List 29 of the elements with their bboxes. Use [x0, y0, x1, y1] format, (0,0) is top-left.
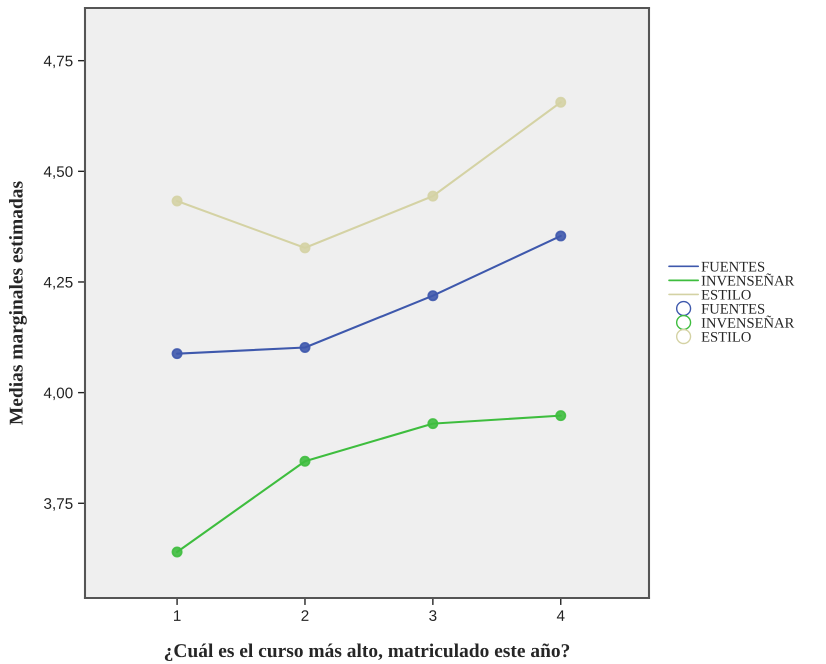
y-tick-label: 4,50 [44, 166, 73, 179]
point [172, 546, 183, 558]
point [172, 348, 183, 360]
legend-label: ESTILO [702, 290, 751, 300]
point [427, 290, 438, 302]
point [299, 456, 310, 467]
point [427, 418, 438, 430]
y-tick-label: 3,75 [44, 498, 73, 511]
y-axis-title: Medias marginales estimadas [9, 181, 27, 425]
y-tick-label: 4,25 [44, 276, 73, 290]
point [299, 242, 310, 254]
point [172, 195, 183, 206]
point [299, 342, 310, 353]
text: ESTILO [702, 332, 751, 342]
x-tick-label: 4 [556, 610, 565, 621]
x-axis-title: ¿Cuál es el curso más alto, matriculado este año? [164, 643, 570, 662]
point [555, 96, 566, 108]
x-tick-label: 2 [301, 610, 308, 621]
text: INVENSEÑAR [702, 273, 794, 286]
text: FUENTES [702, 304, 764, 314]
legend-label: FUENTES [702, 262, 764, 272]
point [555, 410, 566, 422]
x-tick-label: 3 [429, 610, 436, 622]
y-tick-label: 4,00 [44, 387, 73, 400]
point [427, 190, 438, 202]
y-tick-label: 4,75 [44, 56, 73, 68]
x-tick-label: 1 [174, 610, 181, 621]
legend-label: INVENSEÑAR [702, 315, 794, 328]
point [555, 230, 566, 242]
